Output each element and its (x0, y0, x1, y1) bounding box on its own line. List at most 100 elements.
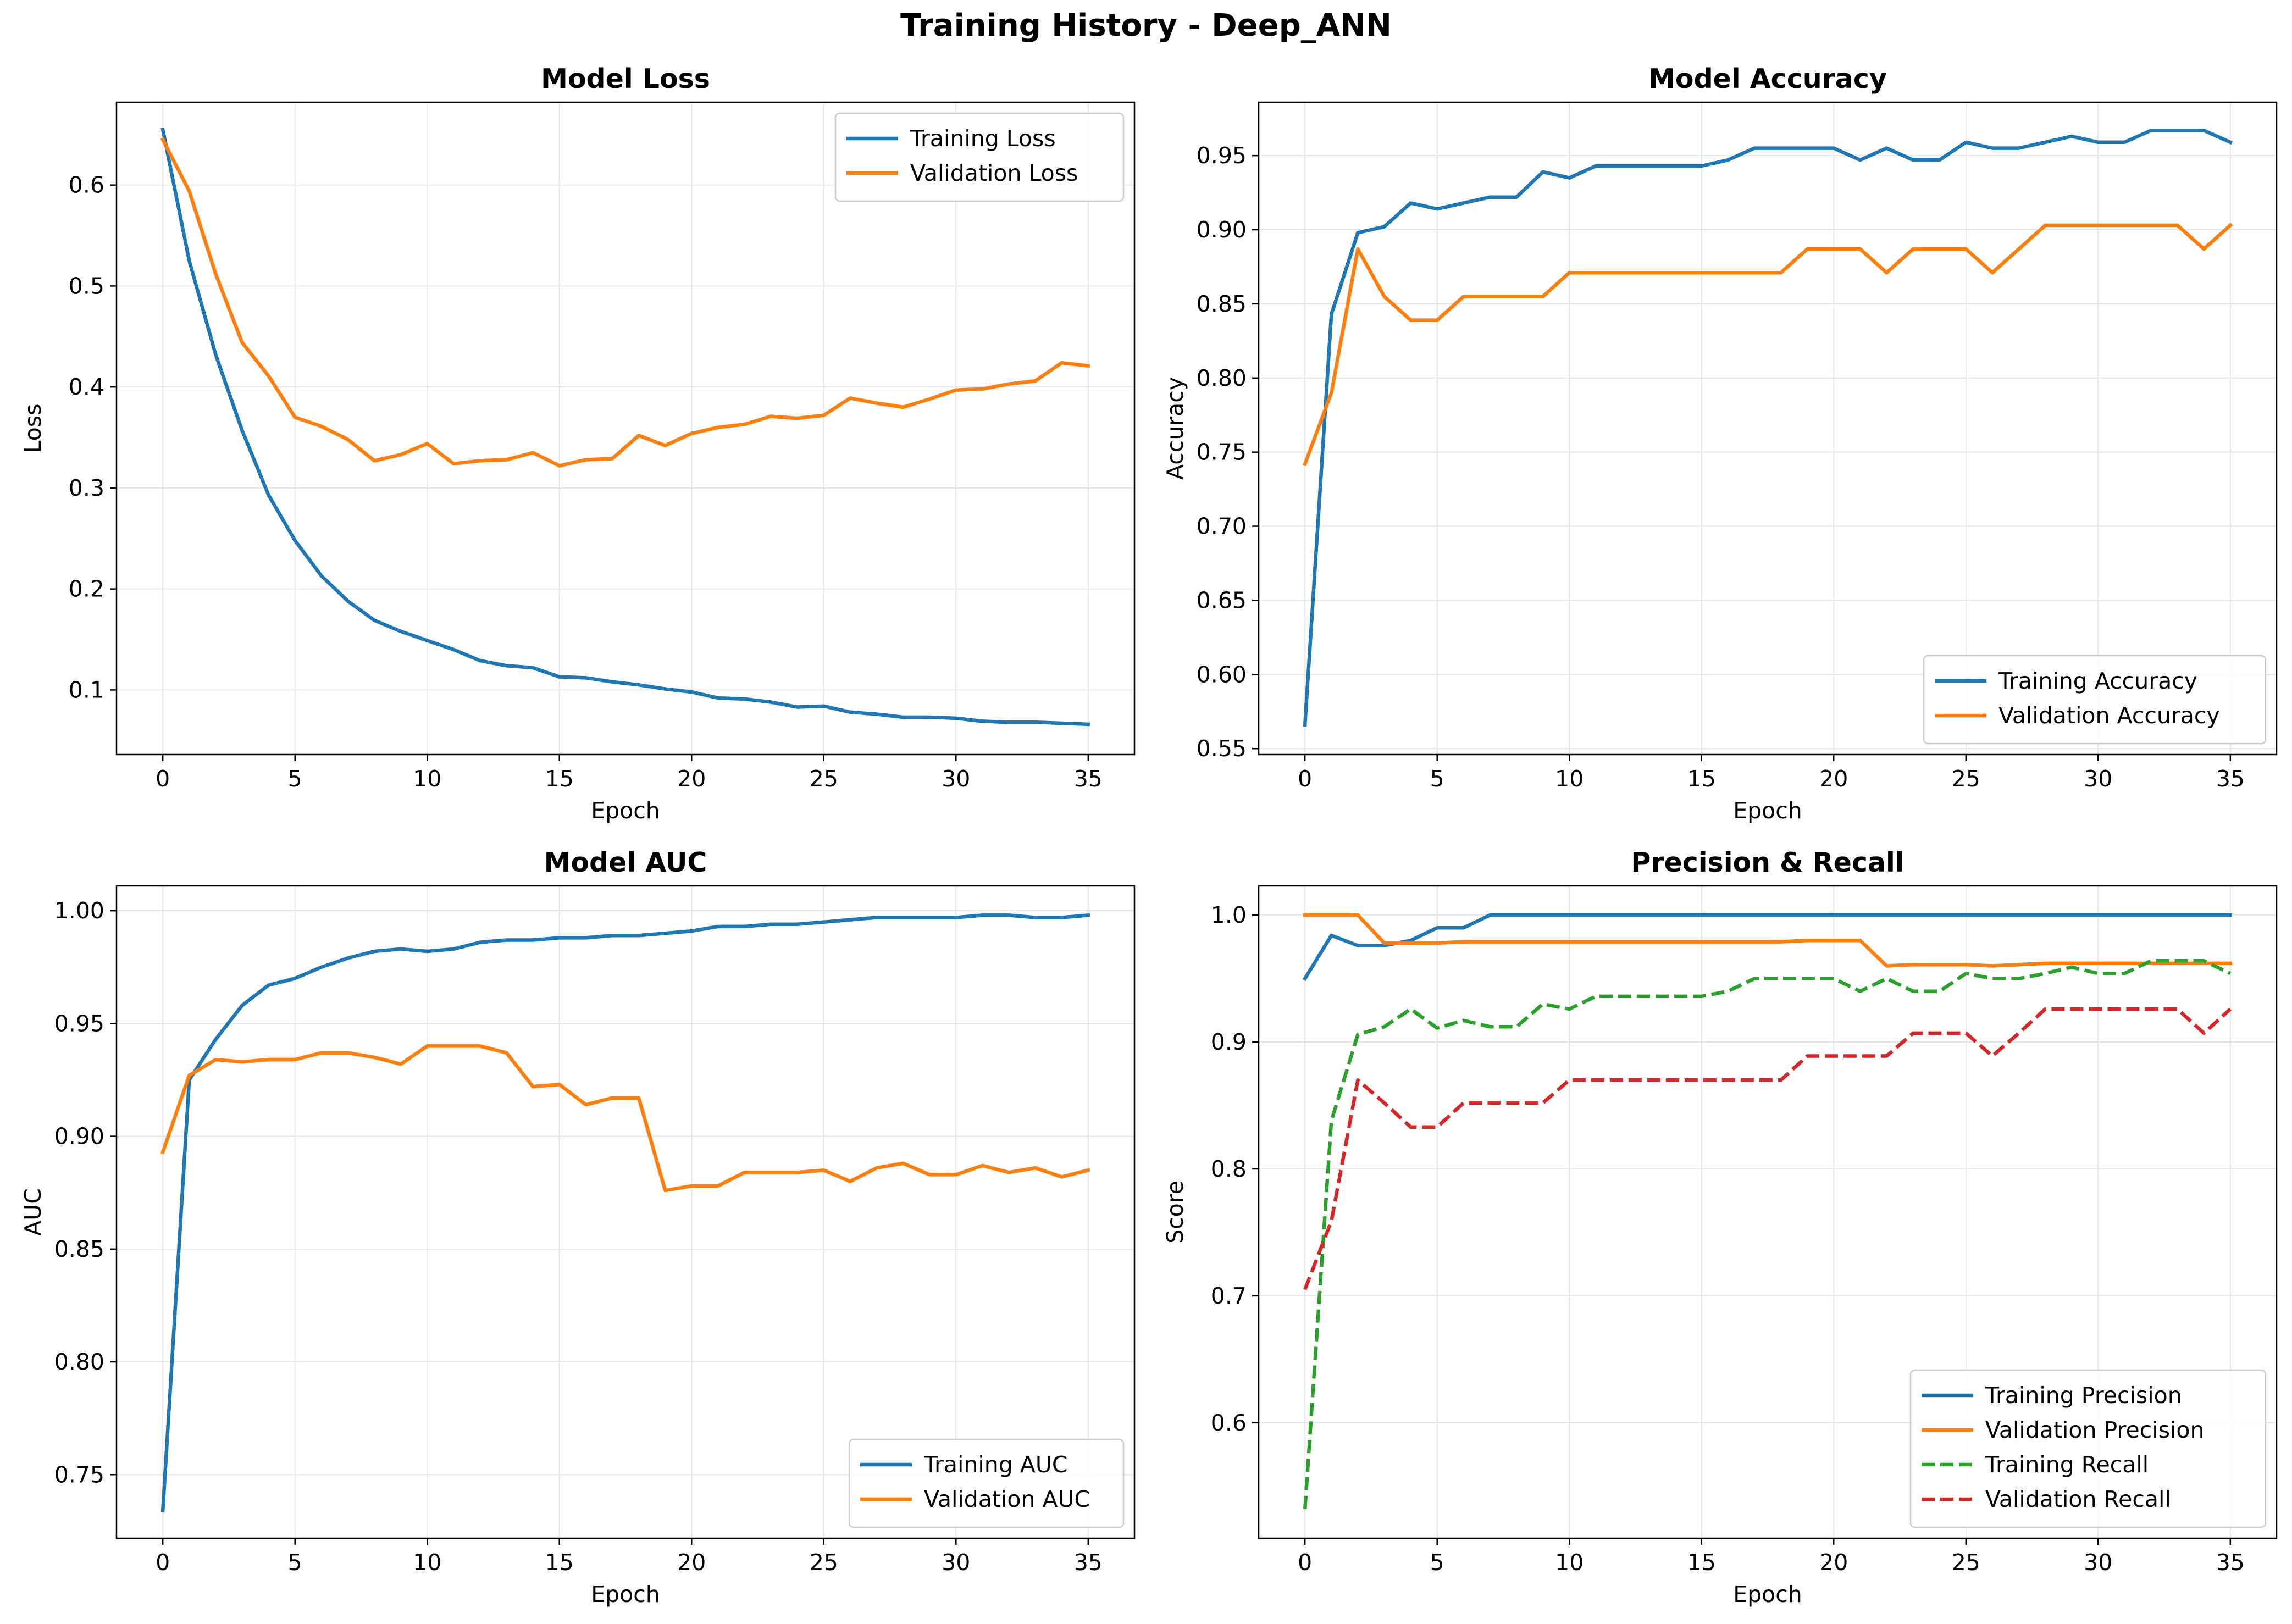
legend-label: Training Loss (910, 125, 1056, 152)
x-tick-label: 0 (1298, 766, 1312, 792)
legend-label: Training Recall (1985, 1451, 2149, 1478)
x-tick-label: 20 (1819, 766, 1848, 792)
series-line-1 (160, 127, 1090, 727)
x-axis-label: Epoch (1733, 797, 1802, 824)
x-tick-label: 30 (942, 766, 970, 792)
y-axis-label: AUC (20, 1188, 46, 1236)
x-tick-label: 35 (1074, 766, 1103, 792)
y-tick-label: 0.2 (69, 576, 104, 602)
y-tick-label: 0.7 (1211, 1283, 1247, 1309)
x-axis-label: Epoch (591, 1581, 660, 1608)
y-tick-label: 0.60 (1197, 661, 1247, 688)
x-tick-label: 30 (2084, 766, 2112, 792)
y-tick-label: 0.95 (1197, 142, 1247, 169)
y-tick-label: 0.1 (69, 677, 104, 703)
series-line-2 (160, 137, 1090, 468)
x-tick-label: 15 (545, 1549, 574, 1576)
y-tick-label: 0.95 (54, 1010, 104, 1037)
x-tick-label: 10 (413, 766, 441, 792)
legend-label: Training Accuracy (1998, 668, 2197, 694)
x-tick-label: 5 (1430, 1549, 1444, 1576)
series-line-3 (1303, 959, 2232, 1510)
y-tick-label: 0.6 (1211, 1410, 1247, 1436)
legend-label: Validation Accuracy (1998, 702, 2220, 729)
y-tick-label: 0.80 (54, 1349, 104, 1375)
legend-box (1923, 655, 2267, 745)
legend-box (848, 1438, 1125, 1528)
legend-label: Validation Recall (1985, 1486, 2171, 1512)
series-line-1 (1302, 913, 2233, 982)
x-axis-label: Epoch (1733, 1581, 1802, 1608)
x-tick-label: 15 (1687, 1549, 1716, 1576)
y-tick-label: 0.80 (1197, 365, 1247, 391)
y-axis-label: Loss (20, 404, 46, 453)
x-tick-label: 25 (1952, 1549, 1980, 1576)
legend-label: Training Precision (1985, 1382, 2182, 1409)
legend-box (1909, 1369, 2267, 1528)
series-line-2 (160, 1044, 1090, 1193)
legend-label: Training AUC (923, 1451, 1068, 1478)
series-line-2 (1303, 223, 2233, 467)
x-tick-label: 35 (2216, 766, 2245, 792)
plot-frame (115, 101, 1136, 756)
x-tick-label: 15 (1687, 766, 1716, 792)
y-tick-label: 1.00 (54, 897, 104, 924)
x-tick-label: 10 (1555, 1549, 1584, 1576)
y-tick-label: 0.3 (69, 475, 104, 501)
legend-label: Validation Precision (1985, 1417, 2204, 1443)
panel-title: Model AUC (544, 847, 707, 878)
y-tick-label: 0.6 (69, 172, 104, 198)
x-axis-label: Epoch (591, 797, 660, 824)
plot-frame (1258, 101, 2278, 756)
y-tick-label: 0.55 (1197, 735, 1247, 762)
x-tick-label: 0 (156, 1549, 170, 1576)
x-tick-label: 35 (1074, 1549, 1103, 1576)
legend-label: Validation AUC (924, 1486, 1090, 1512)
y-axis-label: Accuracy (1162, 377, 1188, 480)
x-tick-label: 20 (677, 766, 706, 792)
y-tick-label: 0.90 (1197, 217, 1247, 243)
x-tick-label: 25 (810, 1549, 838, 1576)
y-tick-label: 0.5 (69, 273, 104, 299)
y-tick-label: 0.8 (1211, 1156, 1247, 1182)
x-tick-label: 25 (1952, 766, 1980, 792)
x-tick-label: 10 (1555, 766, 1584, 792)
x-tick-label: 0 (1298, 1549, 1312, 1576)
x-tick-label: 5 (1430, 766, 1444, 792)
x-tick-label: 25 (810, 766, 838, 792)
y-tick-label: 0.85 (1197, 291, 1247, 317)
x-tick-label: 5 (288, 766, 302, 792)
legend-box (834, 112, 1125, 202)
x-tick-label: 30 (942, 1549, 970, 1576)
y-axis-label: Score (1162, 1180, 1188, 1244)
x-tick-label: 10 (413, 1549, 441, 1576)
y-tick-label: 0.70 (1197, 513, 1247, 540)
x-tick-label: 20 (677, 1549, 706, 1576)
series-line-1 (160, 913, 1090, 1513)
y-tick-label: 0.4 (69, 374, 104, 400)
y-tick-label: 0.65 (1197, 587, 1247, 613)
y-tick-label: 1.0 (1211, 902, 1247, 928)
series-line-4 (1303, 1007, 2232, 1290)
plot-frame (1258, 885, 2278, 1539)
series-line-1 (1303, 129, 2233, 727)
x-tick-label: 5 (288, 1549, 302, 1576)
figure-title: Training History - Deep_ANN (900, 8, 1392, 43)
y-tick-label: 0.90 (54, 1123, 104, 1150)
series-line-2 (1303, 913, 2233, 968)
x-tick-label: 35 (2216, 1549, 2245, 1576)
x-tick-label: 20 (1819, 1549, 1848, 1576)
x-tick-label: 15 (545, 766, 574, 792)
y-tick-label: 0.85 (54, 1236, 104, 1262)
legend-label: Validation Loss (910, 160, 1078, 186)
y-tick-label: 0.9 (1211, 1029, 1247, 1055)
panel-title: Model Accuracy (1648, 63, 1887, 95)
panel-title: Precision & Recall (1631, 847, 1904, 878)
x-tick-label: 30 (2084, 1549, 2112, 1576)
plot-frame (115, 885, 1136, 1539)
